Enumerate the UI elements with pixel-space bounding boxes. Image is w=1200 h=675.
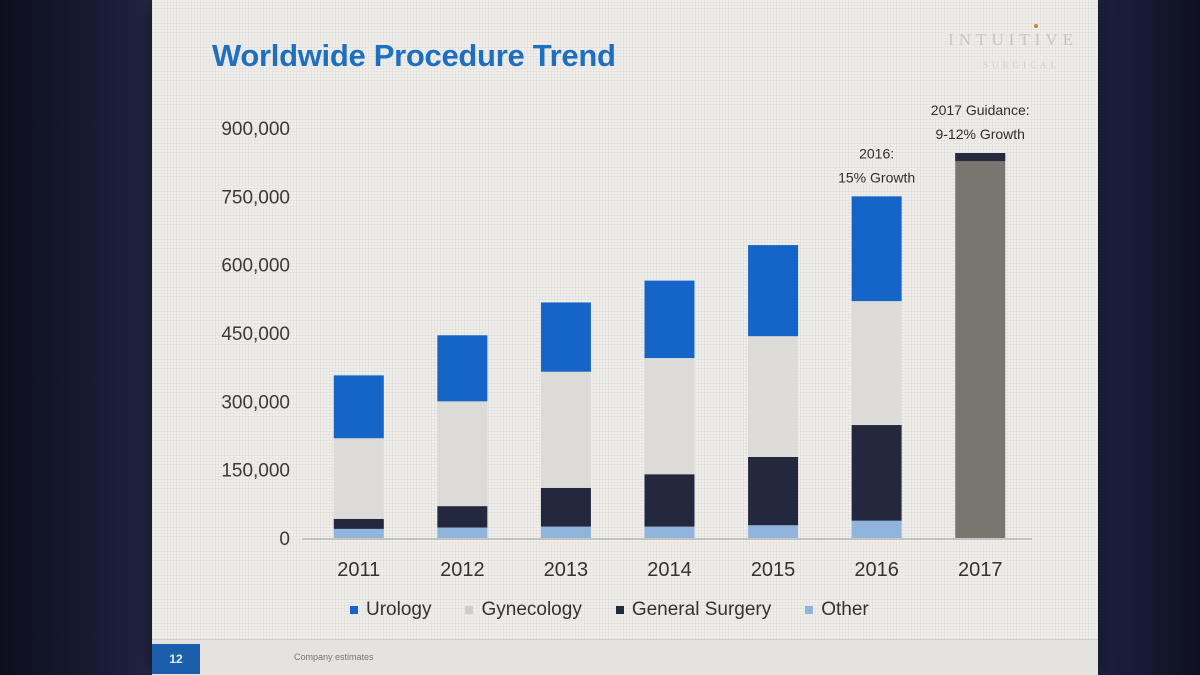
x-tick-label: 2017 <box>958 559 1003 581</box>
projection-wall-right <box>1088 0 1200 675</box>
company-logo: INTUITIVE SURGICAL <box>948 24 1078 80</box>
legend-swatch-gynecology <box>465 606 474 614</box>
legend-swatch-general-surgery <box>615 606 624 614</box>
bar-other-2012 <box>437 527 488 538</box>
source-note: Company estimates <box>294 652 374 662</box>
bar-guidance-2017 <box>955 153 1006 539</box>
bar-gynecology-2011 <box>333 438 384 519</box>
legend-swatch-urology <box>350 606 358 614</box>
bar-urology-2016 <box>851 196 902 302</box>
y-tick-label: 300,000 <box>221 392 290 413</box>
bar-general-surgery-2012 <box>437 506 488 528</box>
bar-other-2015 <box>748 525 799 538</box>
chart-legend: Urology Gynecology General Surgery Other <box>350 597 869 623</box>
y-tick-label: 150,000 <box>221 461 290 482</box>
bar-gynecology-2015 <box>748 336 799 457</box>
legend-swatch-other <box>805 606 814 614</box>
bar-general-surgery-2016 <box>851 425 902 521</box>
legend-item-gynecology: Gynecology <box>465 599 582 621</box>
legend-item-general-surgery: General Surgery <box>615 599 772 621</box>
bar-gynecology-2013 <box>540 371 591 488</box>
annotation-text-2017: 2017 Guidance: <box>931 102 1030 118</box>
bar-gynecology-2016 <box>851 301 902 426</box>
bar-other-2016 <box>851 520 902 538</box>
legend-label-general-surgery: General Surgery <box>631 599 772 620</box>
annotation-text-2016: 15% Growth <box>838 169 915 185</box>
presentation-slide: Worldwide Procedure Trend INTUITIVE SURG… <box>152 0 1098 675</box>
legend-label-urology: Urology <box>366 599 432 620</box>
bar-guidance-cap-2017 <box>955 153 1006 162</box>
y-tick-label: 0 <box>279 529 290 550</box>
x-tick-label: 2014 <box>647 559 692 581</box>
x-tick-label: 2015 <box>751 559 796 581</box>
x-tick-label: 2016 <box>854 559 899 581</box>
x-tick-label: 2013 <box>544 559 589 581</box>
bar-gynecology-2014 <box>644 358 695 475</box>
bar-gynecology-2012 <box>437 401 488 507</box>
page-number: 12 <box>152 644 200 674</box>
y-tick-label: 450,000 <box>221 324 290 345</box>
logo-dot-icon <box>1034 24 1038 28</box>
bar-urology-2011 <box>333 375 384 439</box>
slide-footer: 12 Company estimates <box>152 639 1098 675</box>
bar-other-2014 <box>644 526 695 538</box>
bar-general-surgery-2013 <box>540 487 591 527</box>
slide-title: Worldwide Procedure Trend <box>212 38 616 73</box>
bar-urology-2013 <box>540 302 591 372</box>
y-tick-label: 600,000 <box>221 256 290 277</box>
y-tick-label: 900,000 <box>221 119 290 140</box>
bar-other-2013 <box>540 526 591 538</box>
bar-other-2011 <box>333 528 384 538</box>
legend-item-other: Other <box>805 599 869 621</box>
x-tick-label: 2012 <box>440 559 485 581</box>
legend-item-urology: Urology <box>350 599 431 621</box>
legend-label-other: Other <box>821 599 869 620</box>
annotation-text-2017: 9-12% Growth <box>935 126 1024 142</box>
bar-general-surgery-2014 <box>644 474 695 527</box>
bar-urology-2012 <box>437 335 488 402</box>
x-tick-label: 2011 <box>337 559 380 581</box>
bar-urology-2014 <box>644 280 695 359</box>
bar-general-surgery-2015 <box>748 456 799 526</box>
procedure-trend-chart: 0 150,000 300,000 450,000 600,000 750,000 900,… <box>221 102 1032 581</box>
logo-wordmark: INTUITIVE <box>948 30 1078 49</box>
annotation-text-2016: 2016: <box>859 145 894 161</box>
bar-urology-2015 <box>748 245 799 337</box>
projection-wall-left <box>0 0 160 675</box>
logo-subtitle: SURGICAL <box>982 60 1060 70</box>
bar-general-surgery-2011 <box>333 518 384 529</box>
legend-label-gynecology: Gynecology <box>481 599 582 620</box>
y-tick-label: 750,000 <box>221 187 290 208</box>
